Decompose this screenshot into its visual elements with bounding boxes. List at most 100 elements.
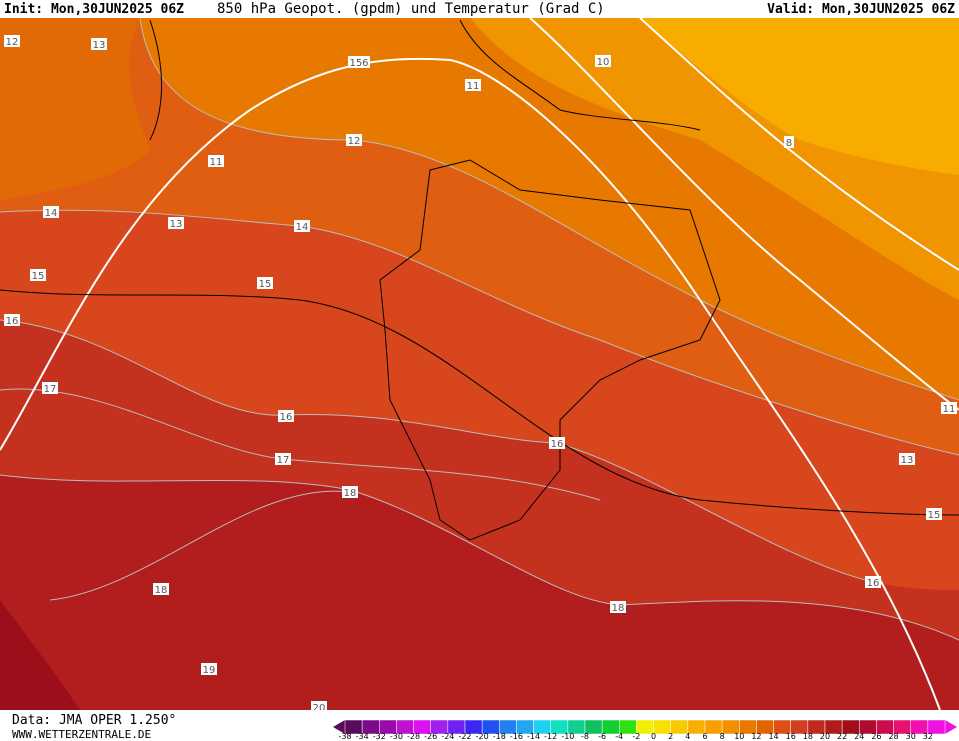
contour-label: 19: [203, 665, 216, 676]
label-box: [926, 508, 942, 520]
contour-label: 13: [93, 40, 106, 51]
label-box: [595, 55, 611, 67]
contour-label: 18: [612, 603, 625, 614]
contour-label: 14: [296, 222, 309, 233]
label-box: [43, 206, 59, 218]
contour-label: 13: [170, 219, 183, 230]
legend-label: 2: [668, 732, 673, 741]
valid-text: Valid: Mon,30JUN2025 06Z: [767, 2, 955, 17]
temperature-contours: [0, 17, 959, 641]
legend-label: -14: [527, 732, 540, 741]
init-text: Init: Mon,30JUN2025 06Z: [4, 2, 184, 17]
legend-label: 28: [888, 732, 898, 741]
legend-label: -22: [458, 732, 471, 741]
legend-arrow-left: [333, 720, 345, 734]
legend-label: 20: [820, 732, 830, 741]
contour-label: 16: [6, 316, 19, 327]
label-box: [91, 38, 107, 50]
label-box: [346, 134, 362, 146]
label-box: [941, 402, 957, 414]
legend-label: -12: [544, 732, 557, 741]
geopotential-contours: [0, 17, 959, 711]
legend-arrow-right: [945, 720, 957, 734]
contour-label: 11: [467, 81, 480, 92]
header-bar: [0, 0, 959, 18]
legend-label: -32: [373, 732, 386, 741]
legend-label: 8: [720, 732, 725, 741]
color-legend: -38 -34 -32 -30 -28 -26 -24 -22 -20 -18 -16 -14 -12-…: [333, 719, 957, 741]
label-box: [278, 410, 294, 422]
label-box: [257, 277, 273, 289]
label-box: [42, 382, 58, 394]
legend-label: -6: [598, 732, 606, 741]
contour-label: 15: [928, 510, 941, 521]
label-box: [899, 453, 915, 465]
legend-label: 12: [751, 732, 761, 741]
contour-label: 18: [155, 585, 168, 596]
legend-label: -30: [390, 732, 403, 741]
legend-label: -24: [441, 732, 454, 741]
borders: [0, 19, 959, 541]
legend-label: 14: [768, 732, 778, 741]
contour-label: 16: [551, 439, 564, 450]
contour-label: 12: [6, 37, 19, 48]
contour-label: 12: [348, 136, 361, 147]
contour-label: 156: [349, 58, 368, 69]
legend-label: -28: [407, 732, 420, 741]
legend-label: -2: [632, 732, 640, 741]
legend-label: -18: [493, 732, 506, 741]
label-box: [342, 486, 358, 498]
legend-label: -10: [561, 732, 574, 741]
label-box: [610, 601, 626, 613]
contour-label: 20: [313, 703, 326, 714]
label-box: [275, 453, 291, 465]
temperature-bands: [0, 18, 959, 710]
legend-label: 24: [854, 732, 864, 741]
contour-label: 16: [867, 578, 880, 589]
legend-swatch: [927, 719, 946, 735]
label-box: [208, 155, 224, 167]
contour-label: 13: [901, 455, 914, 466]
legend-label: -34: [356, 732, 369, 741]
label-box: [465, 79, 481, 91]
contour-label: 15: [259, 279, 272, 290]
label-box: [153, 583, 169, 595]
legend-label: 22: [837, 732, 847, 741]
contour-label: 18: [344, 488, 357, 499]
legend-label: -20: [476, 732, 489, 741]
legend-label: -8: [581, 732, 589, 741]
legend-label: -26: [424, 732, 437, 741]
legend-label: 18: [803, 732, 813, 741]
contour-label: 11: [943, 404, 956, 415]
label-box: [348, 56, 370, 68]
label-box: [168, 217, 184, 229]
title: 850 hPa Geopot. (gpdm) und Temperatur (G…: [217, 1, 605, 17]
legend-label: 16: [786, 732, 796, 741]
contour-label: 10: [597, 57, 610, 68]
legend-label: 10: [734, 732, 744, 741]
label-box: [4, 35, 20, 47]
data-source: Data: JMA OPER 1.250°: [12, 713, 176, 728]
label-box: [865, 576, 881, 588]
contour-label: 17: [44, 384, 57, 395]
label-box: [294, 220, 310, 232]
legend-label: -38: [338, 732, 351, 741]
legend-label: 4: [685, 732, 690, 741]
contour-label: 14: [45, 208, 58, 219]
legend-label: -4: [615, 732, 623, 741]
contour-labels: 12 13 156 10 11 12 11 8 14 13 14 15 15 16 17 16 11 16 17 13…: [4, 35, 957, 714]
contour-label: 11: [210, 157, 223, 168]
legend-label: 32: [923, 732, 933, 741]
contour-label: 15: [32, 271, 45, 282]
label-box: [30, 269, 46, 281]
legend-label: 0: [651, 732, 656, 741]
label-box: [201, 663, 217, 675]
contour-label: 8: [786, 138, 792, 149]
legend-label: 30: [906, 732, 916, 741]
label-box: [784, 136, 794, 148]
legend-label: -16: [510, 732, 523, 741]
site: WWW.WETTERZENTRALE.DE: [12, 728, 151, 741]
contour-label: 16: [280, 412, 293, 423]
label-box: [4, 314, 20, 326]
